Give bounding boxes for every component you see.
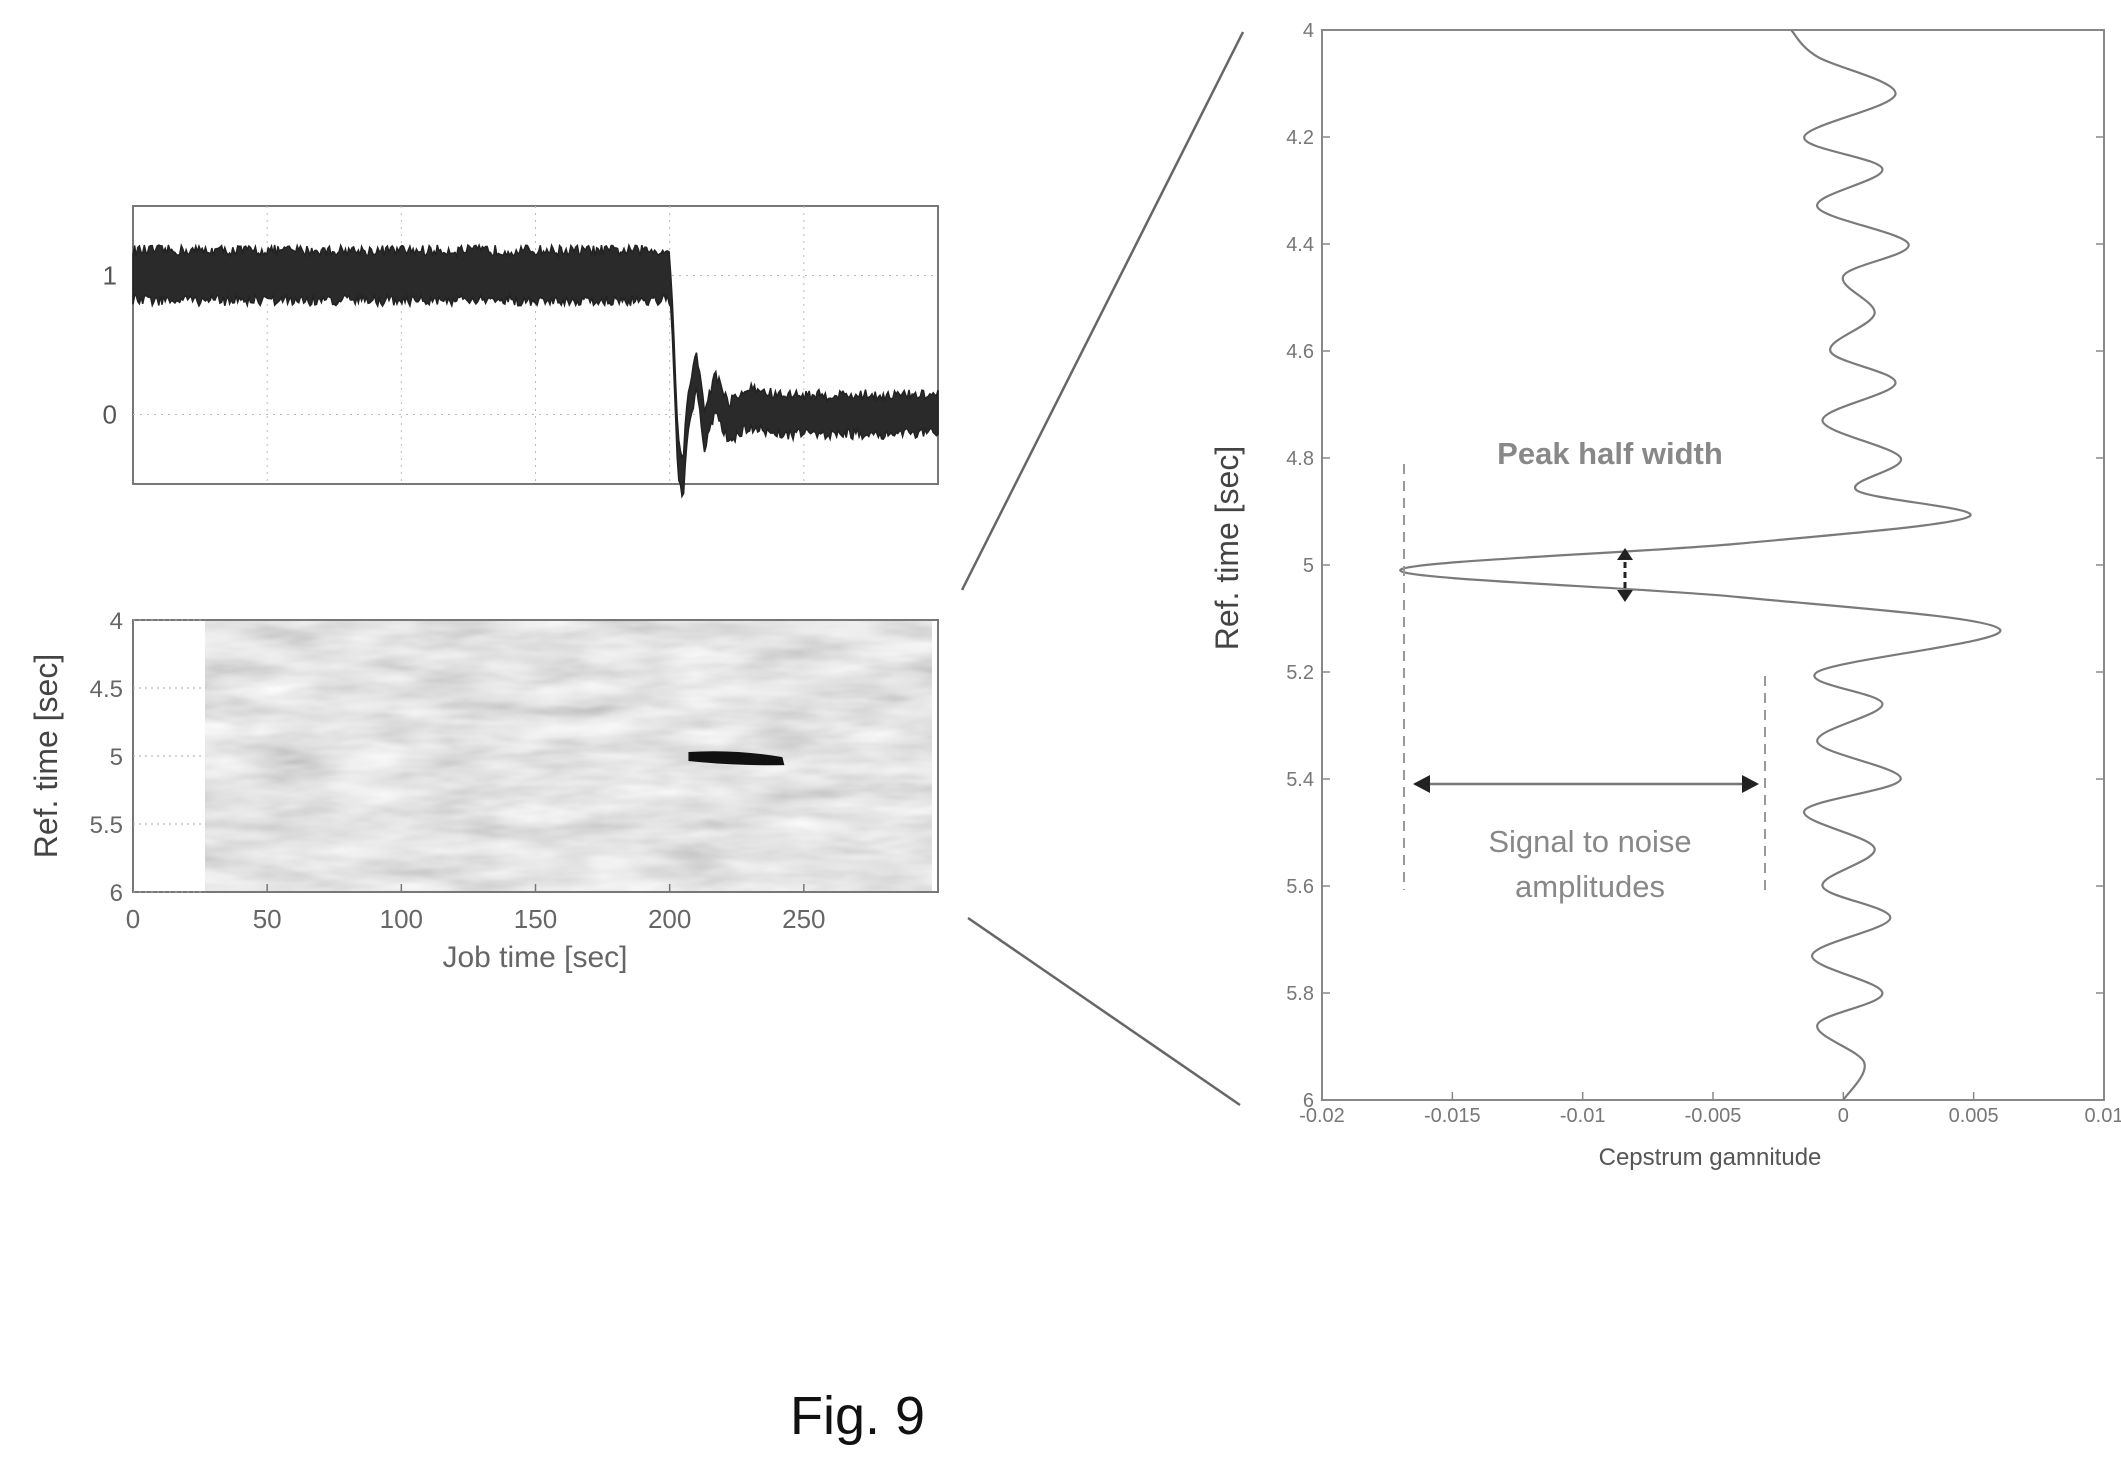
top-y-tick-label: 1 [103,261,117,291]
cepstrum-y-tick-label: 6 [1303,1090,1314,1112]
heatmap-y-tick-label: 5.5 [90,812,123,839]
top-plot-frame [132,205,939,485]
heatmap-x-label: Job time [sec] [442,941,627,974]
heatmap-y-tick-label: 4.5 [90,676,123,703]
cepstrum-x-tick-label: -0.01 [1560,1105,1606,1127]
peak-half-width-label: Peak half width [1497,436,1723,471]
cepstrum-y-tick-label: 4 [1303,20,1314,42]
cepstrum-x-tick-label: -0.005 [1685,1105,1742,1127]
top-trace-series [132,242,939,499]
snr-label-line1: Signal to noise [1488,824,1691,859]
heatmap-y-tick-label: 5 [110,744,123,771]
cepstrum-y-tick-label: 4.2 [1286,127,1314,149]
cepstrum-x-tick-label: -0.02 [1299,1105,1345,1127]
cepstrum-y-tick-label: 5.2 [1286,662,1314,684]
top-y-ticks: 10 [103,261,117,430]
cepstrum-panel: -0.02 -0.015 -0.01 -0.005 0 0.005 0.01 4 4.2 4.4… [1209,20,2121,1171]
heatmap-y-tick-label: 4 [110,608,123,635]
cepstrum-x-tick-label: 0 [1838,1105,1849,1127]
zoom-line-top [960,31,1245,591]
top-y-tick-label: 0 [103,400,117,430]
cepstrum-y-label: Ref. time [sec] [1209,446,1245,651]
cepstrum-y-tick-label: 4.4 [1286,234,1314,256]
cepstrum-x-tick-label: 0.01 [2085,1105,2121,1127]
heatmap-feature [688,751,785,766]
half-width-arrowhead-top [1617,548,1633,560]
cepstrum-frame [1321,29,2105,1101]
zoom-line-bottom [967,916,1241,1107]
heatmap-y-tick-label: 6 [110,880,123,907]
heatmap-x-tick-label: 50 [253,904,282,934]
cepstrum-y-ticks: 4 4.2 4.4 4.6 4.8 5 5.2 5.4 5.6 5.8 6 [1286,20,2104,1112]
snr-label-line2: amplitudes [1515,869,1665,904]
half-width-arrowhead-bottom [1617,590,1633,602]
cepstrum-y-tick-label: 5 [1303,555,1314,577]
cepstrum-x-label: Cepstrum gamnitude [1599,1144,1822,1171]
cepstrum-x-tick-label: 0.005 [1949,1105,1999,1127]
cepstrum-y-tick-label: 5.4 [1286,769,1314,791]
top-trace-panel: 10 [103,205,939,499]
cepstrum-y-tick-label: 5.8 [1286,983,1314,1005]
figure-caption: Fig. 9 [790,1386,926,1446]
snr-arrowhead-left [1413,775,1430,793]
heatmap-x-ticks: 0 50 100 150 200 250 [126,884,826,934]
heatmap-x-tick-label: 200 [648,904,691,934]
cepstrum-series [1399,29,2002,1101]
heatmap-field [205,621,932,891]
cepstrum-y-tick-label: 4.8 [1286,448,1314,470]
cepstrum-y-tick-label: 5.6 [1286,876,1314,898]
cepstrum-y-tick-label: 4.6 [1286,341,1314,363]
cepstrum-x-ticks: -0.02 -0.015 -0.01 -0.005 0 0.005 0.01 [1299,1092,2121,1127]
heatmap-y-label: Ref. time [sec] [28,654,64,859]
heatmap-x-tick-label: 250 [782,904,825,934]
heatmap-x-tick-label: 100 [380,904,423,934]
cepstrum-x-tick-label: -0.015 [1424,1105,1481,1127]
snr-arrowhead-right [1742,775,1759,793]
bottom-heatmap-panel: 0 50 100 150 200 250 4 4.5 5 5.5 6 Job time [sec]… [28,608,939,974]
heatmap-y-ticks: 4 4.5 5 5.5 6 [90,608,206,907]
heatmap-x-tick-label: 0 [126,904,140,934]
heatmap-x-tick-label: 150 [514,904,557,934]
